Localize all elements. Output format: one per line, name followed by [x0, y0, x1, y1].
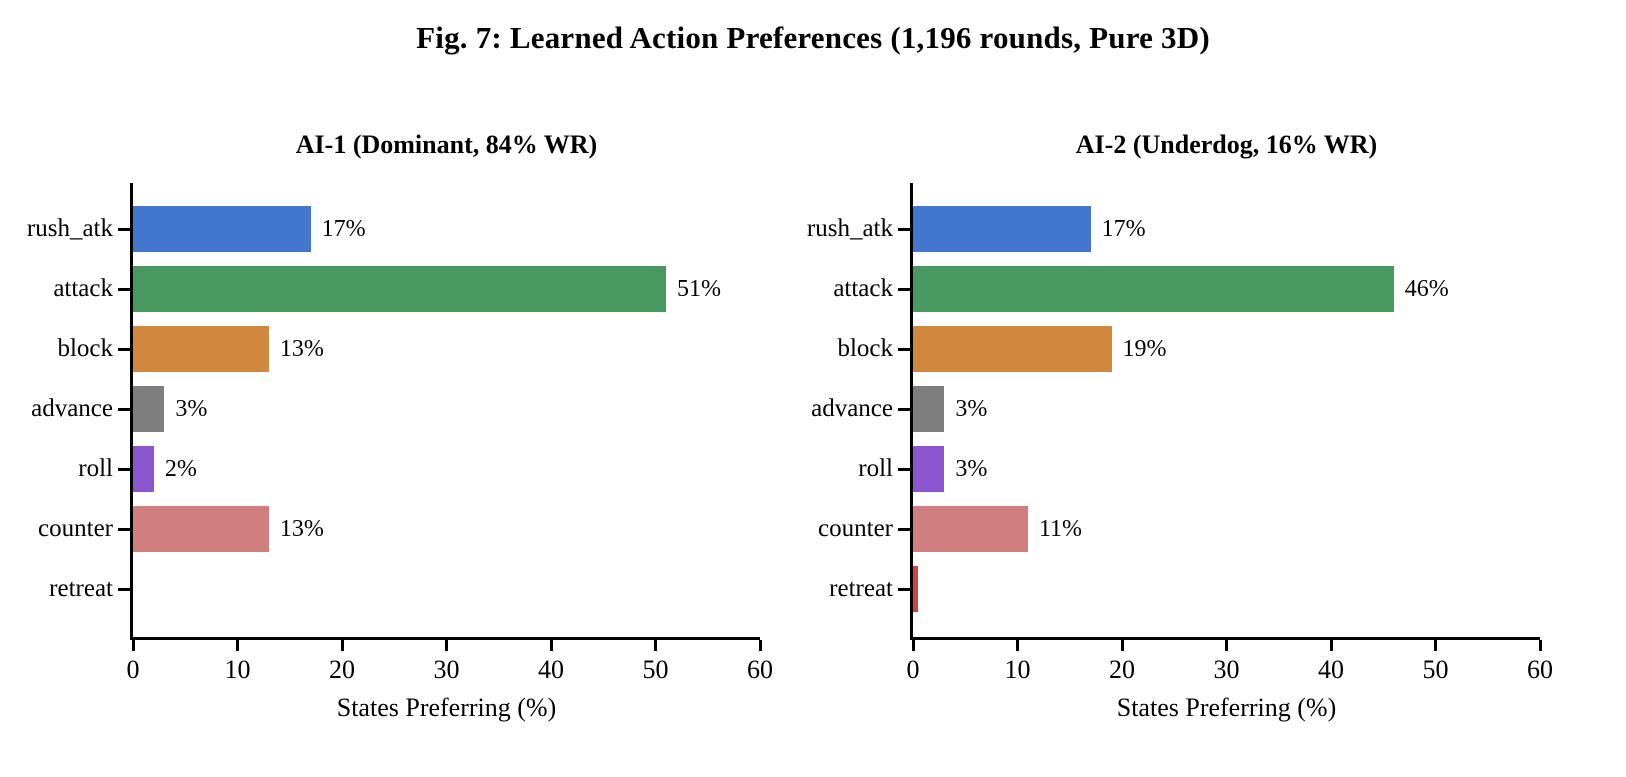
y-axis-line: [130, 183, 133, 640]
bar-value-label: 13%: [279, 516, 324, 542]
category-label: roll: [858, 455, 893, 482]
bar-block: [913, 326, 1112, 372]
bar-block: [133, 326, 269, 372]
x-tick-label: 20: [1109, 655, 1135, 684]
category-label: block: [57, 335, 113, 362]
category-label: advance: [31, 395, 113, 422]
bar-advance: [133, 386, 165, 432]
y-tick-mark: [898, 407, 910, 411]
x-tick-mark: [236, 640, 239, 651]
y-tick-mark: [118, 287, 130, 291]
x-tick-label: 50: [642, 655, 669, 684]
x-tick-label: 50: [1422, 655, 1449, 684]
bar-value-label: 2%: [164, 456, 197, 482]
x-tick-label: 60: [747, 655, 773, 684]
chart-panel-ai1: AI-1 (Dominant, 84% WR) 0 10 20 30 40 50 60 rus…: [27, 130, 773, 750]
chart-ai2-title: AI-2 (Underdog, 16% WR): [1075, 130, 1378, 159]
bar-retreat: [913, 566, 919, 612]
chart-ai2-plot-area: 0 10 20 30 40 50 60 rush_atk 17% attack 46% block 19…: [807, 183, 1553, 684]
x-tick-label: 40: [1318, 655, 1344, 684]
category-label: attack: [53, 275, 113, 302]
bar-rush_atk: [133, 206, 311, 252]
x-tick-mark: [1120, 640, 1124, 651]
category-label: roll: [78, 455, 113, 482]
y-tick-mark: [118, 467, 130, 471]
bar-value-label: 3%: [175, 396, 208, 422]
x-tick-mark: [911, 640, 915, 651]
bar-value-label: 19%: [1122, 336, 1167, 362]
bar-value-label: 3%: [955, 396, 988, 422]
bar-roll: [913, 446, 945, 492]
x-tick-label: 10: [1004, 655, 1031, 684]
x-tick-mark: [1329, 640, 1333, 651]
bar-counter: [913, 506, 1028, 552]
figure-title: Fig. 7: Learned Action Preferences (1,19…: [416, 20, 1210, 55]
x-tick-mark: [758, 640, 762, 651]
category-label: counter: [818, 515, 893, 542]
y-tick-mark: [118, 347, 130, 351]
y-tick-mark: [118, 587, 130, 591]
y-tick-mark: [898, 467, 910, 471]
category-label: attack: [833, 275, 893, 302]
x-tick-mark: [340, 640, 344, 651]
category-label: block: [837, 335, 893, 362]
bar-value-label: 13%: [279, 336, 324, 362]
x-tick-label: 30: [433, 655, 460, 684]
category-label: retreat: [829, 575, 893, 602]
x-tick-mark: [1434, 640, 1437, 651]
y-tick-mark: [898, 527, 910, 531]
chart-panel-ai2: AI-2 (Underdog, 16% WR) 0 10 20 30 40 50 60 rus…: [807, 130, 1553, 750]
category-label: rush_atk: [26, 215, 113, 242]
bar-value-label: 3%: [955, 456, 988, 482]
chart-ai2-x-axis-label: States Preferring (%): [1116, 693, 1337, 722]
x-tick-mark: [654, 640, 657, 651]
x-tick-mark: [1016, 640, 1019, 651]
category-label: counter: [38, 515, 113, 542]
y-tick-mark: [118, 407, 130, 411]
x-tick-label: 30: [1213, 655, 1240, 684]
bar-attack: [913, 266, 1394, 312]
y-axis-line: [910, 183, 913, 640]
x-tick-mark: [1225, 640, 1228, 651]
bar-value-label: 17%: [321, 216, 366, 242]
bar-value-label: 11%: [1038, 516, 1083, 542]
bar-value-label: 17%: [1101, 216, 1146, 242]
x-tick-label: 60: [1527, 655, 1553, 684]
y-tick-mark: [118, 527, 130, 531]
bar-value-label: 46%: [1404, 276, 1449, 302]
bar-advance: [913, 386, 945, 432]
x-tick-mark: [1538, 640, 1542, 651]
bar-rush_atk: [913, 206, 1091, 252]
x-tick-label: 0: [126, 655, 140, 684]
x-tick-label: 20: [329, 655, 355, 684]
x-tick-mark: [549, 640, 553, 651]
x-axis-line: [910, 637, 1540, 640]
bar-roll: [133, 446, 154, 492]
category-label: advance: [811, 395, 893, 422]
bar-value-label: 51%: [676, 276, 721, 302]
category-label: retreat: [49, 575, 113, 602]
chart-ai1-title: AI-1 (Dominant, 84% WR): [295, 130, 598, 159]
chart-ai1-plot-area: 0 10 20 30 40 50 60 rush_atk 17% attack 51% block 13…: [27, 183, 773, 684]
category-label: rush_atk: [806, 215, 893, 242]
x-tick-mark: [445, 640, 448, 651]
bar-attack: [133, 266, 666, 312]
y-tick-mark: [118, 227, 130, 231]
bar-counter: [133, 506, 269, 552]
chart-ai1-x-axis-label: States Preferring (%): [336, 693, 557, 722]
y-tick-mark: [898, 227, 910, 231]
y-tick-mark: [898, 347, 910, 351]
x-tick-label: 10: [224, 655, 251, 684]
y-tick-mark: [898, 287, 910, 291]
x-tick-mark: [131, 640, 135, 651]
x-tick-label: 0: [906, 655, 920, 684]
y-tick-mark: [898, 587, 910, 591]
x-tick-label: 40: [538, 655, 564, 684]
x-axis-line: [130, 637, 760, 640]
